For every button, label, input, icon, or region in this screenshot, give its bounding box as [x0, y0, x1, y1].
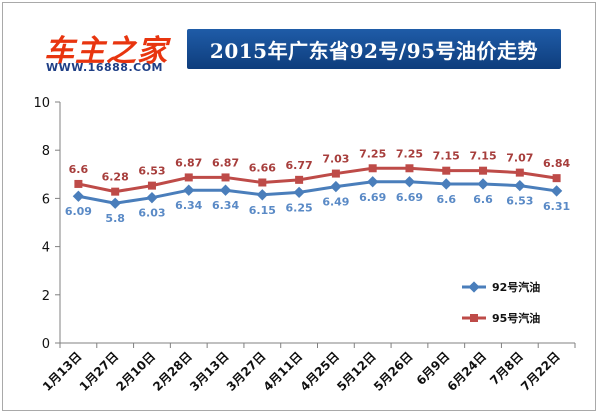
x-tick-label: 6月24日: [445, 349, 490, 394]
data-label-95: 6.6: [69, 163, 89, 176]
chart-title: 2015年广东省92号/95号油价走势: [209, 39, 539, 63]
logo-url: WWW.16888.COM: [46, 61, 163, 74]
data-point-92: [109, 197, 121, 209]
data-label-92: 6.15: [249, 204, 276, 217]
data-label-95: 7.25: [396, 147, 423, 160]
data-point-95: [515, 168, 524, 177]
y-tick-label: 2: [42, 289, 50, 304]
data-label-95: 6.84: [543, 157, 570, 170]
data-point-95: [552, 174, 561, 183]
x-tick-label: 2月10日: [113, 349, 158, 394]
data-label-95: 7.07: [506, 152, 533, 165]
data-point-95: [184, 173, 193, 182]
data-label-92: 6.03: [138, 207, 165, 220]
x-tick-label: 3月13日: [187, 349, 232, 394]
data-point-95: [147, 181, 156, 190]
data-point-95: [258, 178, 267, 187]
y-tick-label: 6: [42, 192, 50, 207]
data-point-95: [442, 166, 451, 175]
data-point-92: [514, 179, 526, 192]
data-label-92: 6.09: [65, 205, 92, 218]
x-tick-label: 1月13日: [40, 349, 85, 394]
data-point-95: [331, 169, 340, 178]
data-label-95: 6.87: [175, 156, 202, 169]
data-label-92: 6.69: [359, 191, 386, 204]
x-tick-label: 5月26日: [371, 349, 416, 394]
chart-title-box: 2015年广东省92号/95号油价走势: [187, 29, 561, 69]
data-label-95: 7.15: [469, 150, 496, 163]
data-label-95: 7.15: [433, 150, 460, 163]
legend-label: 92号汽油: [492, 280, 540, 294]
legend-marker: [470, 314, 478, 322]
data-label-95: 6.28: [102, 171, 129, 184]
data-label-92: 6.6: [437, 193, 457, 206]
y-tick-label: 10: [33, 96, 50, 111]
data-point-95: [74, 179, 83, 188]
data-label-92: 6.31: [543, 200, 570, 213]
chart-legend: 92号汽油 95号汽油: [462, 280, 540, 325]
data-label-95: 7.03: [322, 153, 349, 166]
data-point-92: [146, 192, 158, 204]
site-logo[interactable]: 车主之家 WWW.16888.COM: [44, 26, 180, 74]
chart-series: 6.09 5.8 6.03 6.34 6.34 6.15 6.25 6.49 6.69 6.69 6…: [65, 147, 571, 225]
logo-text: 车主之家: [44, 34, 168, 69]
data-label-92: 6.69: [396, 191, 423, 204]
series-line-95: [78, 166, 557, 194]
data-point-92: [72, 190, 85, 202]
series-line-92: [78, 180, 557, 205]
data-label-92: 5.8: [105, 212, 125, 225]
data-point-95: [479, 166, 488, 175]
x-tick-label: 3月27日: [224, 349, 269, 394]
y-tick-label: 0: [42, 337, 50, 352]
data-label-95: 6.77: [286, 159, 313, 172]
data-label-95: 6.66: [249, 161, 276, 174]
data-label-95: 6.87: [212, 156, 239, 169]
data-point-92: [256, 189, 268, 201]
data-point-92: [477, 178, 489, 190]
x-tick-label: 2月28日: [150, 349, 195, 394]
data-point-92: [219, 184, 232, 196]
data-label-92: 6.53: [506, 195, 533, 208]
data-point-95: [295, 175, 304, 184]
data-point-92: [440, 178, 452, 190]
data-point-95: [221, 173, 230, 182]
data-point-92: [367, 176, 379, 188]
data-point-92: [403, 176, 416, 188]
x-tick-label: 4月11日: [261, 349, 306, 394]
data-point-95: [368, 164, 377, 173]
data-label-92: 6.6: [473, 193, 493, 206]
y-tick-label: 4: [42, 241, 50, 256]
data-point-95: [111, 187, 120, 196]
data-point-92: [330, 180, 342, 193]
data-point-95: [405, 164, 414, 173]
x-tick-label: 1月27日: [77, 349, 122, 394]
x-tick-label: 4月25日: [297, 349, 342, 394]
data-label-92: 6.34: [175, 199, 202, 212]
data-point-92: [293, 186, 305, 199]
data-label-92: 6.34: [212, 199, 239, 212]
legend-marker: [468, 281, 480, 293]
data-label-95: 7.25: [359, 147, 386, 160]
x-tick-label: 5月12日: [334, 349, 379, 394]
data-label-92: 6.25: [286, 201, 313, 214]
data-label-92: 6.49: [322, 196, 349, 209]
data-point-92: [183, 184, 195, 196]
data-point-92: [550, 185, 563, 197]
legend-label: 95号汽油: [492, 311, 540, 325]
data-label-95: 6.53: [138, 165, 165, 178]
y-tick-label: 8: [42, 144, 50, 159]
x-tick-label: 7月22日: [518, 349, 563, 394]
chart-axes: 0 2 4 6 8 10 1月13日1月27日2月10日2月28日3月13日3月27日4月1…: [33, 96, 576, 394]
